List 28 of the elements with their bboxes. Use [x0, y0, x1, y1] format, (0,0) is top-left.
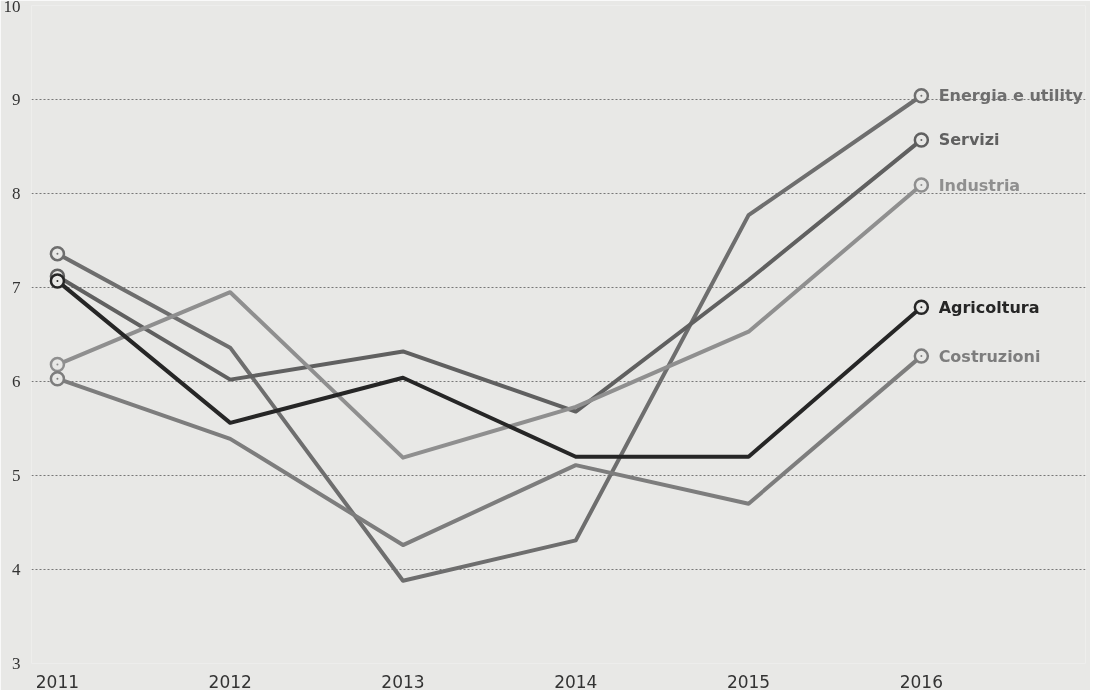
x-tick-label: 2013: [381, 671, 425, 692]
x-tick-label: 2012: [208, 671, 252, 692]
point: [913, 88, 930, 104]
point: [913, 299, 930, 315]
point: [913, 132, 930, 148]
x-tick-label: 2015: [726, 671, 771, 692]
y-tick-label: 10: [3, 0, 21, 16]
point: [49, 370, 66, 387]
y-tick-label: 4: [12, 560, 21, 579]
point: [49, 273, 66, 289]
point: [49, 245, 66, 262]
series-label: Agricoltura: [938, 297, 1040, 317]
x-tick-label: 2016: [899, 671, 943, 692]
y-tick-label: 9: [12, 90, 21, 109]
y-tick-label: 3: [12, 654, 21, 673]
x-tick-label: 2014: [554, 671, 598, 692]
series-label: Costruzioni: [938, 346, 1041, 366]
point: [913, 348, 930, 364]
y-tick-label: 8: [12, 184, 21, 203]
point: [49, 356, 66, 373]
y-tick-label: 5: [12, 466, 21, 485]
x-tick-label: 2011: [35, 671, 80, 692]
series-label: Servizi: [938, 130, 1000, 150]
series-label: Energia e utility: [938, 86, 1084, 106]
y-tick-label: 7: [12, 278, 21, 297]
series-label: Industria: [938, 175, 1021, 195]
y-tick-label: 6: [12, 372, 21, 391]
point: [913, 177, 930, 193]
